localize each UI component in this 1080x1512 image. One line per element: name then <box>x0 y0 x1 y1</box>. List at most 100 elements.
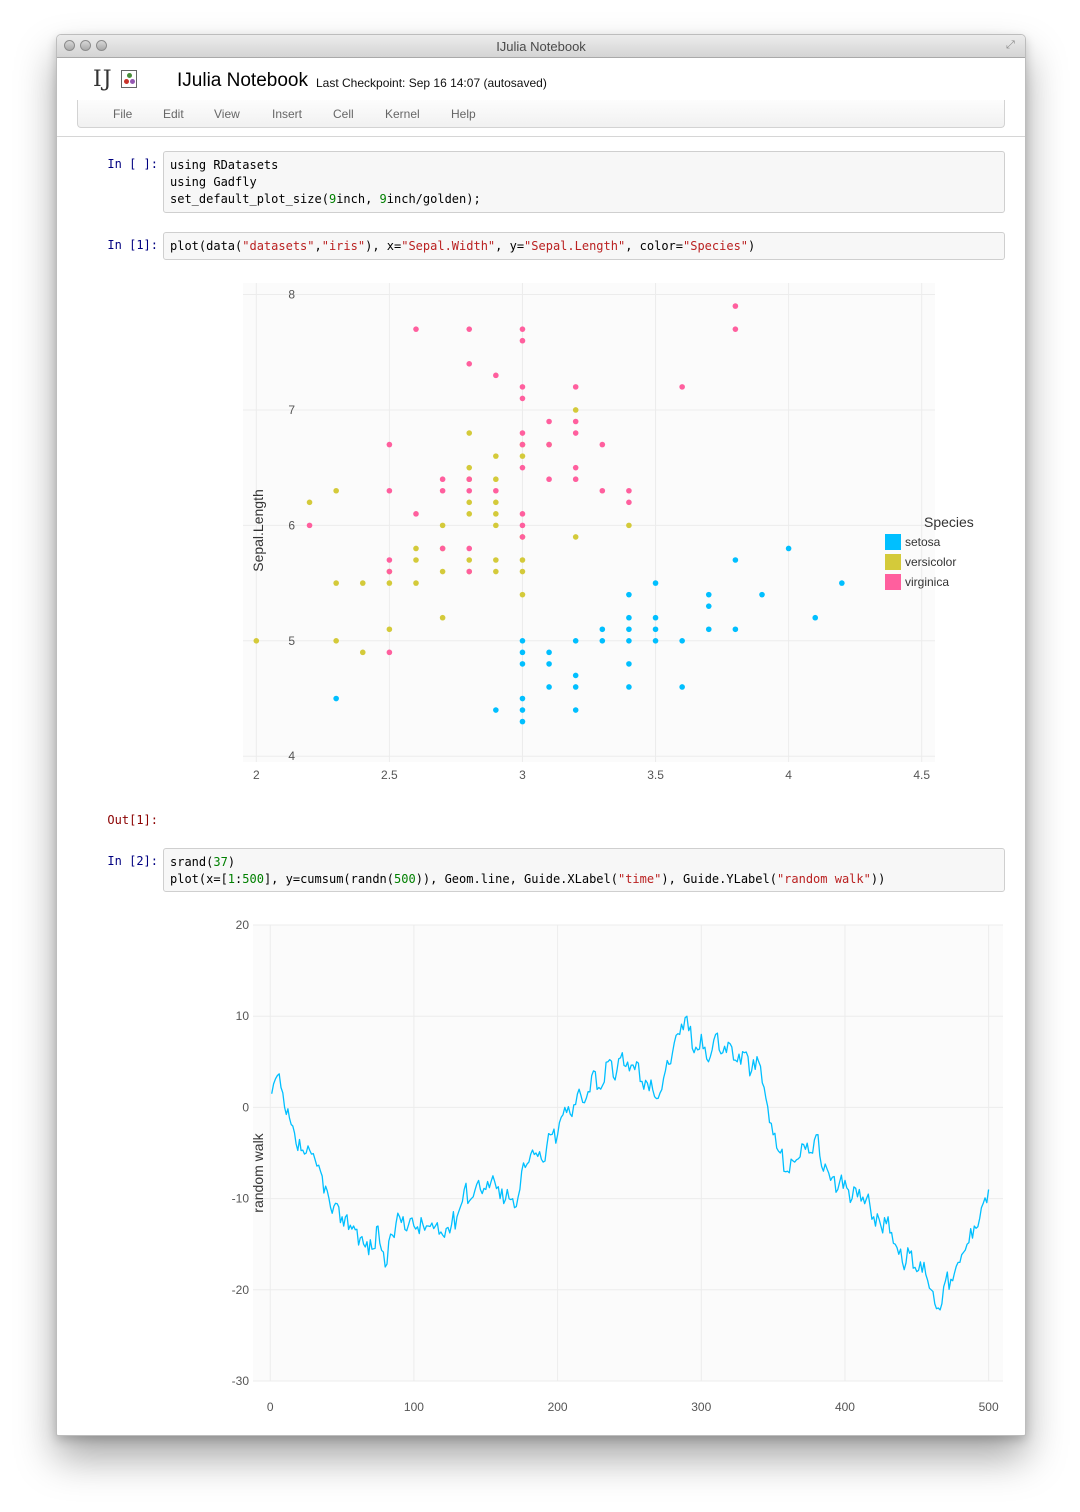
scatter-point-virginica <box>732 326 739 332</box>
scatter-point-setosa <box>759 591 765 598</box>
x-tick-label: 500 <box>979 1400 999 1414</box>
scatter-point-virginica <box>386 649 393 656</box>
scatter-point-virginica <box>572 384 579 390</box>
scatter-point-setosa <box>732 626 739 633</box>
scatter-point-versicolor <box>466 557 473 563</box>
plot-area <box>253 925 1003 1381</box>
scatter-point-virginica <box>386 568 393 575</box>
scatter-point-virginica <box>439 487 446 494</box>
scatter-point-virginica <box>493 487 499 494</box>
y-tick-label: 10 <box>236 1009 250 1023</box>
scatter-point-versicolor <box>493 557 499 563</box>
minimize-window-button[interactable] <box>80 40 91 51</box>
scatter-point-setosa <box>519 638 526 644</box>
scatter-point-setosa <box>839 580 845 586</box>
y-tick-label: 0 <box>242 1100 249 1114</box>
input-prompt: In [1]: <box>107 238 158 252</box>
legend-title: Species <box>924 514 974 530</box>
code-line: srand(37) <box>170 855 236 869</box>
window-controls <box>64 40 107 51</box>
scatter-point-setosa <box>519 707 526 713</box>
menu-file[interactable]: File <box>113 107 133 121</box>
scatter-point-virginica <box>519 464 526 471</box>
scatter-point-setosa <box>626 684 632 690</box>
scatter-point-versicolor <box>439 568 446 575</box>
close-window-button[interactable] <box>64 40 75 51</box>
scatter-point-versicolor <box>466 464 473 471</box>
scatter-point-versicolor <box>439 522 446 529</box>
y-tick-label: 8 <box>288 288 295 302</box>
scatter-point-setosa <box>546 684 552 690</box>
plot-area <box>243 283 935 762</box>
code-cell[interactable]: srand(37) plot(x=[1:500], y=cumsum(randn(… <box>163 848 1005 892</box>
code-line: plot(data("datasets","iris"), x="Sepal.W… <box>170 239 756 253</box>
y-tick-label: 20 <box>236 918 250 932</box>
scatter-point-virginica <box>306 522 313 529</box>
menu-bar: File Edit View Insert Cell Kernel Help <box>77 100 1005 128</box>
legend-label-virginica: virginica <box>905 575 949 589</box>
legend-label-setosa: setosa <box>905 535 941 549</box>
scatter-point-versicolor <box>572 407 579 413</box>
menu-help[interactable]: Help <box>451 107 476 121</box>
scatter-point-setosa <box>652 614 659 621</box>
code-cell[interactable]: using RDatasets using Gadfly set_default_p… <box>163 151 1005 213</box>
scatter-point-virginica <box>466 326 473 332</box>
julia-dots-icon <box>121 70 137 88</box>
scatter-point-setosa <box>626 638 632 644</box>
notebook-name[interactable]: IJulia Notebook <box>177 70 308 91</box>
y-tick-label: -30 <box>232 1374 250 1388</box>
window-titlebar[interactable]: IJulia Notebook ⤢ <box>57 35 1025 58</box>
scatter-point-versicolor <box>253 638 260 644</box>
scatter-point-setosa <box>626 591 632 598</box>
x-tick-label: 4.5 <box>913 768 930 782</box>
scatter-point-virginica <box>386 487 393 494</box>
scatter-point-versicolor <box>306 499 313 506</box>
x-tick-label: 0 <box>267 1400 274 1414</box>
scatter-point-virginica <box>519 534 526 540</box>
zoom-window-button[interactable] <box>96 40 107 51</box>
input-prompt: In [ ]: <box>107 157 158 171</box>
scatter-point-setosa <box>705 591 712 598</box>
y-tick-label: 5 <box>288 634 295 648</box>
y-tick-label: -20 <box>232 1283 250 1297</box>
scatter-point-setosa <box>546 649 552 656</box>
scatter-point-versicolor <box>519 453 526 459</box>
scatter-point-virginica <box>466 568 473 575</box>
menu-edit[interactable]: Edit <box>163 107 184 121</box>
scatter-point-virginica <box>439 476 446 483</box>
scatter-point-virginica <box>599 487 606 494</box>
scatter-point-versicolor <box>333 487 339 494</box>
code-line: plot(x=[1:500], y=cumsum(randn(500)), Ge… <box>170 872 886 886</box>
y-tick-label: -10 <box>232 1192 250 1206</box>
scatter-point-setosa <box>652 580 659 586</box>
scatter-point-virginica <box>519 326 526 332</box>
menu-view[interactable]: View <box>214 107 240 121</box>
x-tick-label: 3 <box>519 768 526 782</box>
scatter-point-virginica <box>546 441 552 448</box>
code-line: using RDatasets <box>170 158 279 172</box>
legend-swatch-setosa <box>885 534 901 550</box>
scatter-point-setosa <box>519 695 526 702</box>
x-tick-label: 400 <box>835 1400 855 1414</box>
scatter-point-setosa <box>493 707 499 713</box>
x-tick-label: 200 <box>548 1400 568 1414</box>
scatter-point-versicolor <box>386 580 393 586</box>
y-axis-label: random walk <box>250 1132 266 1212</box>
scatter-point-setosa <box>519 649 526 656</box>
scatter-point-versicolor <box>519 591 526 598</box>
legend-swatch-virginica <box>885 574 901 590</box>
scatter-point-virginica <box>386 441 393 448</box>
scatter-point-setosa <box>599 638 606 644</box>
menu-cell[interactable]: Cell <box>333 107 354 121</box>
menu-insert[interactable]: Insert <box>272 107 303 121</box>
ijulia-logo: IJ <box>93 67 113 92</box>
scatter-point-versicolor <box>386 626 393 633</box>
scatter-point-versicolor <box>493 568 499 575</box>
scatter-point-versicolor <box>466 511 473 517</box>
scatter-point-virginica <box>519 441 526 448</box>
scatter-point-virginica <box>519 430 526 436</box>
code-cell[interactable]: plot(data("datasets","iris"), x="Sepal.W… <box>163 232 1005 260</box>
scatter-point-virginica <box>626 487 632 494</box>
fullscreen-icon[interactable]: ⤢ <box>1006 39 1015 51</box>
menu-kernel[interactable]: Kernel <box>385 107 420 121</box>
